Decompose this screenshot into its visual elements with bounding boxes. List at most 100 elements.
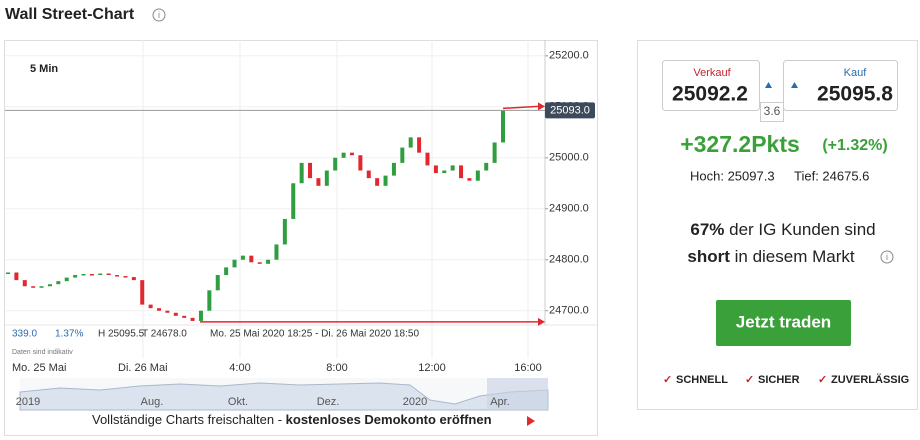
x-tick-label: 4:00 <box>229 362 250 374</box>
feature: ZUVERLÄSSIG <box>831 373 909 386</box>
candle <box>501 110 505 143</box>
candle <box>190 317 195 321</box>
info-icon[interactable]: i <box>880 250 894 264</box>
navigator-label: 2020 <box>403 396 427 408</box>
candle <box>249 255 254 263</box>
candle <box>408 137 413 148</box>
navigator-label: Okt. <box>228 396 248 408</box>
last-price-tag <box>545 102 595 119</box>
candle <box>89 274 94 276</box>
candle <box>375 178 380 186</box>
sentiment-line2: short in diesem Markt <box>687 247 854 266</box>
stat: 1.37% <box>55 329 83 340</box>
candle <box>266 259 271 264</box>
feature: SICHER <box>758 374 800 386</box>
candle <box>157 308 162 311</box>
svg-text:i: i <box>158 10 160 20</box>
candle <box>39 286 44 288</box>
candle <box>224 267 229 276</box>
candle <box>64 277 69 282</box>
candle <box>257 262 262 264</box>
low: Tief: 24675.6 <box>794 168 869 183</box>
navigator-label: 2019 <box>16 396 40 408</box>
candle <box>73 275 78 278</box>
candle <box>274 244 279 260</box>
change-pct: (+1.32%) <box>822 137 887 154</box>
high: Hoch: 25097.3 <box>690 168 775 183</box>
last-price-label: 25093.0 <box>550 104 590 116</box>
check: ✓ <box>663 374 672 386</box>
candle <box>349 152 354 156</box>
arrow-up <box>765 82 772 88</box>
stat: H 25095.5 <box>98 329 145 340</box>
candle <box>450 165 455 171</box>
candle <box>198 310 203 321</box>
sell-label: Verkauf <box>693 67 731 79</box>
chart-panel <box>4 40 598 436</box>
candle <box>148 304 153 309</box>
candle <box>442 170 447 174</box>
footer-link[interactable]: kostenloses Demokonto eröffnen <box>286 412 492 427</box>
stat: 339.0 <box>12 329 37 340</box>
candle <box>459 165 464 179</box>
navigator-label: Dez. <box>317 396 340 408</box>
spread: 3.6 <box>764 104 781 118</box>
candle <box>47 284 52 287</box>
candle <box>232 259 237 268</box>
candle <box>182 315 187 318</box>
buy-box[interactable] <box>783 60 898 111</box>
footer-arrow <box>527 416 535 426</box>
candle <box>215 275 220 291</box>
candle <box>492 142 497 163</box>
candle <box>291 183 296 219</box>
footer-text: Vollständige Charts freischalten - koste… <box>92 412 492 427</box>
spread-box <box>760 102 784 122</box>
candle <box>115 275 120 277</box>
candle <box>475 170 480 181</box>
x-tick-label: 12:00 <box>418 362 446 374</box>
check: ✓ <box>818 374 827 386</box>
candle <box>106 273 111 276</box>
candle <box>467 178 472 181</box>
candle <box>391 162 396 176</box>
candle <box>282 218 287 245</box>
candle <box>165 310 170 313</box>
sell-box[interactable] <box>662 60 760 111</box>
trade-button-label[interactable]: Jetzt traden <box>736 312 831 331</box>
candle <box>341 152 346 158</box>
y-tick-label: 25000.0 <box>549 152 589 164</box>
annotation-arrow <box>502 105 539 110</box>
trade-button[interactable] <box>716 300 851 346</box>
candle <box>14 272 19 281</box>
candle <box>316 178 321 186</box>
interval[interactable]: 5 Min <box>30 63 58 75</box>
change: +327.2Pkts <box>680 131 800 157</box>
candle <box>123 276 128 278</box>
candle <box>131 277 136 281</box>
candle <box>383 175 388 186</box>
candle <box>81 274 86 276</box>
navigator-window[interactable] <box>487 378 548 410</box>
buy-price: 25095.8 <box>817 83 893 106</box>
candle <box>366 170 371 179</box>
candle <box>240 255 245 260</box>
y-tick-label: 24900.0 <box>549 203 589 215</box>
candle <box>31 286 36 288</box>
stat: T 24678.0 <box>142 329 187 340</box>
arrow-up <box>791 82 798 88</box>
candle <box>98 273 103 276</box>
candle <box>417 137 422 153</box>
navigator-label: Apr. <box>490 396 510 408</box>
page-title: Wall Street-Chart <box>5 6 135 23</box>
candle <box>324 170 329 186</box>
stat: Mo. 25 Mai 2020 18:25 - Di. 26 Mai 2020 … <box>210 329 419 340</box>
buy-label: Kauf <box>844 67 868 79</box>
candle <box>358 155 363 171</box>
note: Daten sind indikativ <box>12 349 73 356</box>
sentiment-line1: 67% der IG Kunden sind <box>690 220 875 239</box>
candle <box>400 147 405 163</box>
candle <box>484 162 489 171</box>
info-icon[interactable]: i <box>152 8 166 22</box>
y-tick-label: 25200.0 <box>549 50 589 62</box>
candle <box>308 162 313 179</box>
